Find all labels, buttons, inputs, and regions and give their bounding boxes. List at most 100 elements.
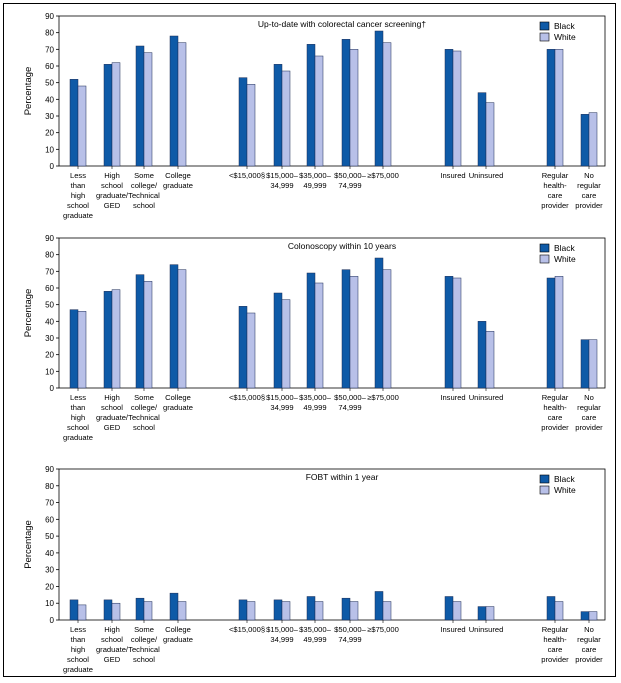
x-tick-label-line: 34,999 <box>270 403 293 412</box>
x-tick-label-line: GED <box>104 201 121 210</box>
x-tick-label-line: Less <box>70 393 86 402</box>
x-tick-label: Some college/Technical school <box>128 393 160 432</box>
y-tick-label: 30 <box>45 112 54 121</box>
bar-white <box>382 601 392 621</box>
legend-swatch-white <box>539 485 550 495</box>
chart-title: Colonoscopy within 10 years <box>288 241 396 251</box>
x-tick-label: $35,000– 49,999 <box>299 625 331 644</box>
x-tick-label-line: Less <box>70 171 86 180</box>
legend-label-white: White <box>554 254 576 264</box>
y-tick-label: 10 <box>45 599 54 608</box>
x-tick-label-line: Insured <box>440 625 465 634</box>
x-tick-label-line: $15,000– <box>266 171 298 180</box>
y-tick-label: 60 <box>45 515 54 524</box>
y-tick-label: 40 <box>45 549 54 558</box>
x-tick-label-line: Regular <box>542 171 569 180</box>
bar-black <box>306 44 316 167</box>
x-tick-label: $15,000– 34,999 <box>266 625 298 644</box>
bar-white <box>111 62 121 167</box>
x-tick-label: $15,000– 34,999 <box>266 171 298 190</box>
x-tick-label-line: 74,999 <box>338 181 361 190</box>
x-tick-label: $35,000– 49,999 <box>299 171 331 190</box>
bar-white <box>281 601 291 621</box>
x-tick-label-line: Less <box>70 625 86 634</box>
x-tick-label-line: care <box>548 413 563 422</box>
x-tick-label-line: graduate/ <box>96 645 129 654</box>
y-tick-label: 30 <box>45 566 54 575</box>
x-tick-label-line: 34,999 <box>270 181 293 190</box>
x-tick-label-line: school <box>67 423 89 432</box>
x-tick-label-line: 49,999 <box>303 635 326 644</box>
x-tick-label-line: ≥$75,000 <box>367 393 399 402</box>
x-tick-label-line: graduate/ <box>96 413 129 422</box>
x-tick-label: Some college/Technical school <box>128 171 160 210</box>
chart-title: FOBT within 1 year <box>306 472 379 482</box>
x-tick-label-line: High <box>104 625 120 634</box>
bar-white <box>77 85 87 167</box>
x-tick-label-line: care <box>582 645 597 654</box>
x-tick-label-line: Insured <box>440 393 465 402</box>
y-tick-label: 90 <box>45 465 54 474</box>
bar-black <box>273 64 283 167</box>
x-tick-label-line: Technical <box>128 191 160 200</box>
x-tick-label: Insured <box>440 171 465 180</box>
bar-white <box>177 601 187 621</box>
legend-label-white: White <box>554 32 576 42</box>
x-tick-label: High school graduate/GED <box>96 625 129 664</box>
x-tick-label-line: provider <box>541 201 569 210</box>
x-tick-label-line: Uninsured <box>469 171 504 180</box>
x-tick-label-line: 74,999 <box>338 635 361 644</box>
x-tick-label: ≥$75,000 <box>367 625 399 634</box>
y-tick-label: 0 <box>50 162 55 171</box>
bar-black <box>69 599 79 621</box>
x-tick-label: No regular care provider <box>575 393 603 432</box>
bar-white <box>554 601 564 621</box>
y-tick-label: 50 <box>45 301 54 310</box>
x-tick-label-line: school <box>101 181 123 190</box>
x-tick-label: $50,000– 74,999 <box>334 625 366 644</box>
bar-black <box>169 35 179 167</box>
x-tick-label: High school graduate/GED <box>96 171 129 210</box>
x-tick-label-line: Uninsured <box>469 625 504 634</box>
x-tick-label-line: $35,000– <box>299 625 331 634</box>
bar-black <box>477 92 487 167</box>
x-tick-label-line: school <box>133 423 155 432</box>
bar-black <box>103 599 113 621</box>
x-tick-label: Less than high school graduate <box>63 171 93 220</box>
x-tick-label-line: graduate <box>63 433 93 442</box>
x-tick-label: Insured <box>440 393 465 402</box>
bar-black <box>580 611 590 621</box>
bar-white <box>349 276 359 389</box>
y-tick-label: 60 <box>45 284 54 293</box>
x-tick-label: Regular health-care provider <box>541 171 569 210</box>
y-axis-label: Percentage <box>23 67 34 116</box>
bar-white <box>485 102 495 167</box>
bar-white <box>246 312 256 389</box>
bar-black <box>306 596 316 621</box>
bar-black <box>374 30 384 167</box>
x-tick-label: Regular health-care provider <box>541 625 569 664</box>
y-axis-label: Percentage <box>23 520 34 569</box>
y-tick-label: 0 <box>50 616 55 625</box>
x-tick-label-line: <$15,000§ <box>229 171 265 180</box>
x-tick-label-line: care <box>548 191 563 200</box>
bar-black <box>135 274 145 389</box>
bar-white <box>554 276 564 389</box>
x-tick-label-line: than <box>71 635 86 644</box>
x-tick-label-line: 74,999 <box>338 403 361 412</box>
x-tick-label-line: 34,999 <box>270 635 293 644</box>
bar-white <box>382 269 392 389</box>
x-tick-label: High school graduate/GED <box>96 393 129 432</box>
bar-white <box>452 50 462 167</box>
bar-white <box>281 299 291 389</box>
bar-black <box>374 257 384 389</box>
bar-black <box>103 64 113 167</box>
bar-black <box>273 599 283 621</box>
bar-black <box>477 321 487 389</box>
legend-swatch-white <box>539 254 550 264</box>
x-tick-label-line: high <box>71 191 85 200</box>
x-tick-label-line: provider <box>541 423 569 432</box>
y-tick-label: 90 <box>45 234 54 243</box>
x-tick-label-line: No <box>584 625 594 634</box>
